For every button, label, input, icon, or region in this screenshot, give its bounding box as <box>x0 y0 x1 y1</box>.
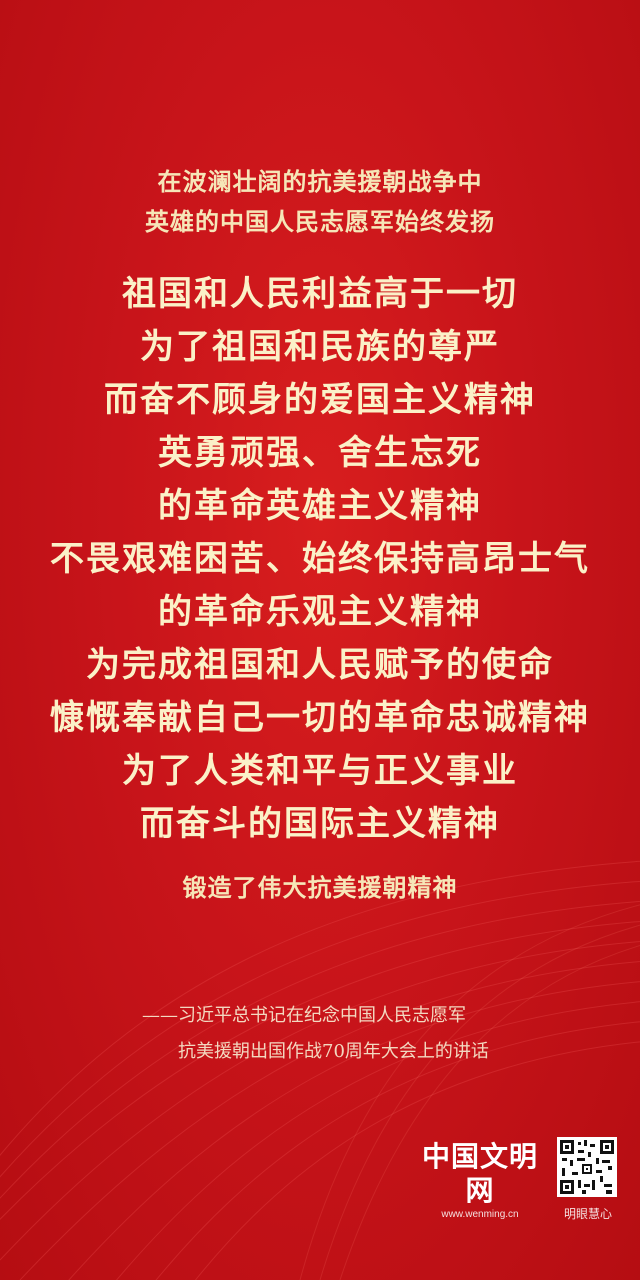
main-quote: 祖国和人民利益高于一切 为了祖国和民族的尊严 而奋不顾身的爱国主义精神 英勇顽强… <box>0 268 640 851</box>
main-line-2: 为了祖国和民族的尊严 <box>140 327 500 367</box>
intro-text: 在波澜壮阔的抗美援朝战争中 英雄的中国人民志愿军始终发扬 <box>0 162 640 242</box>
intro-line-2: 英雄的中国人民志愿军始终发扬 <box>145 207 495 236</box>
main-line-7: 的革命乐观主义精神 <box>158 592 482 632</box>
main-line-5: 的革命英雄主义精神 <box>158 486 482 526</box>
qr-caption: 明眼慧心 <box>563 1207 612 1221</box>
attribution-line-2: 抗美援朝出国作战70周年大会上的讲话 <box>178 1041 489 1062</box>
main-line-4: 英勇顽强、舍生忘死 <box>158 433 482 473</box>
brand-url: www.wenming.cn <box>441 1209 519 1220</box>
main-line-9: 慷慨奉献自己一切的革命忠诚精神 <box>50 698 590 738</box>
main-line-6: 不畏艰难困苦、始终保持高昂士气 <box>50 539 590 579</box>
qr-code-icon <box>557 1137 617 1197</box>
main-line-8: 为完成祖国和人民赋予的使命 <box>86 645 554 685</box>
main-line-1: 祖国和人民利益高于一切 <box>122 274 518 314</box>
main-line-10: 为了人类和平与正义事业 <box>122 751 518 791</box>
brand-logo: 中国文明网 www.wenming.cn <box>420 1140 540 1222</box>
main-line-3: 而奋不顾身的爱国主义精神 <box>104 380 536 420</box>
main-line-11: 而奋斗的国际主义精神 <box>140 804 500 844</box>
intro-line-1: 在波澜壮阔的抗美援朝战争中 <box>157 167 483 196</box>
closing-line: 锻造了伟大抗美援朝精神 <box>182 873 458 902</box>
attribution-line-1: ——习近平总书记在纪念中国人民志愿军 <box>142 1005 466 1026</box>
brand-name: 中国文明网 <box>421 1141 538 1206</box>
